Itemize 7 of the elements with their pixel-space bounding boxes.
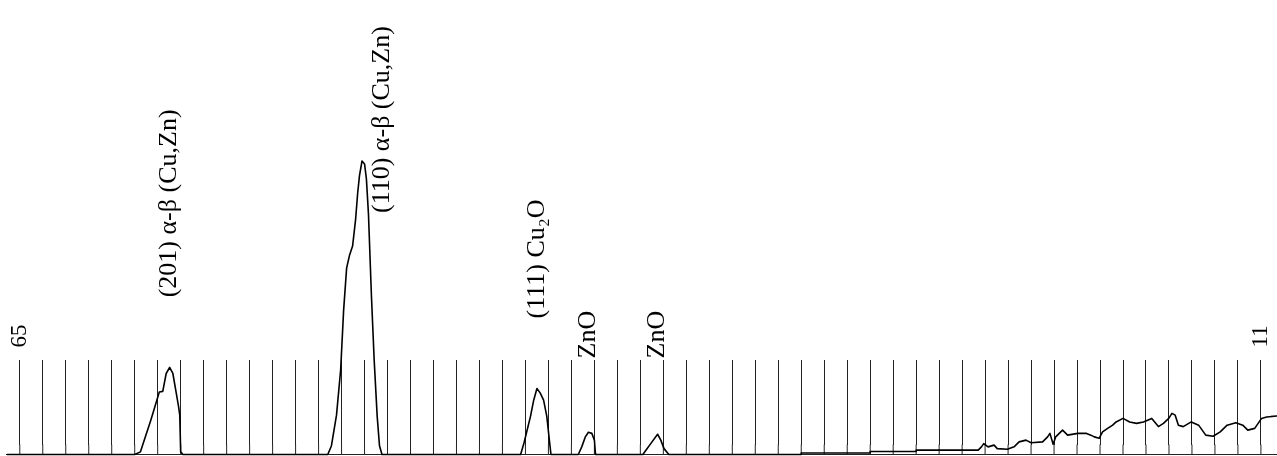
annotation: ZnO: [641, 310, 671, 359]
x-tick-label: 65: [5, 324, 31, 348]
x-tick-label: 11: [1246, 325, 1272, 348]
annotation: (110) α-β (Cu,Zn): [365, 26, 395, 213]
annotation: (111) Cu₂O: [520, 199, 550, 319]
annotation: ZnO: [572, 310, 602, 359]
annotation: (201) α-β (Cu,Zn): [153, 109, 183, 298]
